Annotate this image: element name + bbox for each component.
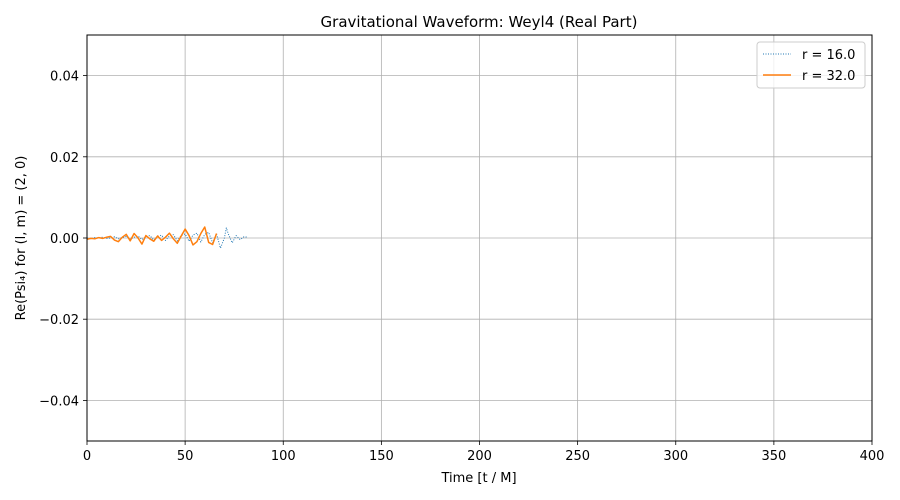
y-tick-label: 0.02 [50,151,79,166]
x-tick-label: 150 [369,449,394,464]
y-tick-label: 0.04 [50,70,79,85]
y-tick-label: 0.00 [50,232,79,247]
legend-label-r16: r = 16.0 [802,48,855,63]
y-tick-label: −0.02 [39,313,79,328]
x-tick-label: 100 [271,449,296,464]
x-axis-title: Time [t / M] [440,471,516,486]
plot-area [86,226,248,249]
x-tick-label: 350 [761,449,786,464]
x-tick-label: 300 [663,449,688,464]
x-tick-label: 250 [565,449,590,464]
series-line-1 [86,226,218,246]
x-tick-label: 200 [467,449,492,464]
x-tick-label: 400 [860,449,885,464]
x-tick-label: 0 [83,449,91,464]
legend-label-r32: r = 32.0 [802,69,855,84]
chart-title: Gravitational Waveform: Weyl4 (Real Part… [321,13,638,31]
y-tick-label: −0.04 [39,394,79,409]
legend: r = 16.0 r = 32.0 [756,41,866,89]
y-axis-title: Re(Psi₄) for (l, m) = (2, 0) [14,156,29,321]
axis-ticks: 0 50 100 150 200 250 300 350 400 −0.04 −0.02 0.00 0.… [39,70,884,464]
x-tick-label: 50 [177,449,194,464]
series-line-0 [86,227,248,249]
